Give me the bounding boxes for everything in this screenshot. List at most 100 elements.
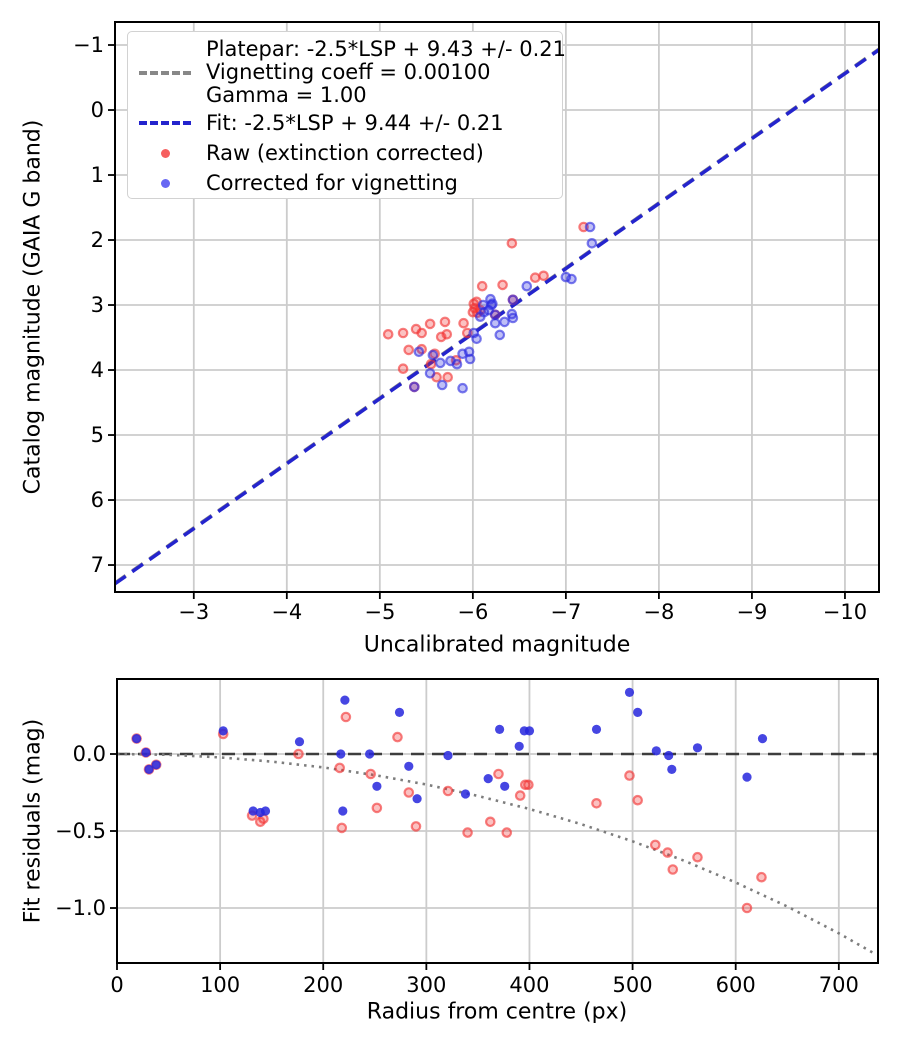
data-point	[662, 847, 673, 858]
data-point	[442, 785, 454, 797]
top-y-axis-label: Catalog magnitude (GAIA G band)	[20, 119, 46, 495]
data-point	[514, 790, 526, 801]
data-point	[365, 749, 375, 759]
data-point	[501, 827, 513, 838]
data-point	[497, 279, 508, 291]
series-line	[116, 752, 876, 955]
fit-dashed-line-icon	[139, 121, 191, 125]
data-point	[416, 327, 427, 339]
legend-platepar-line1: Platepar: -2.5*LSP + 9.43 +/- 0.21	[206, 37, 566, 61]
data-point	[338, 806, 348, 816]
legend-raw-label: Raw (extinction corrected)	[206, 140, 484, 165]
data-point	[462, 827, 473, 838]
x-tick-label: −10	[823, 600, 867, 624]
x-tick-label: −8	[643, 600, 674, 624]
y-tick-label: 5	[91, 423, 104, 447]
legend: Platepar: -2.5*LSP + 9.43 +/- 0.21 Vigne…	[127, 31, 566, 199]
data-point	[756, 871, 767, 883]
data-point	[586, 238, 598, 249]
x-tick-label: −5	[364, 600, 395, 624]
data-point	[451, 358, 463, 370]
data-point	[439, 316, 451, 328]
data-point	[394, 707, 405, 718]
data-point	[141, 747, 151, 758]
x-tick-label: 200	[303, 973, 343, 997]
data-point	[632, 794, 643, 806]
x-tick-label: 600	[716, 973, 756, 997]
data-point	[538, 270, 549, 282]
y-tick-label: 1	[91, 163, 104, 187]
legend-entry-platepar: Platepar: -2.5*LSP + 9.43 +/- 0.21 Vigne…	[128, 37, 566, 108]
data-point	[340, 711, 352, 723]
legend-fit-label: Fit: -2.5*LSP + 9.44 +/- 0.21	[206, 110, 504, 135]
data-point	[477, 299, 489, 311]
data-point	[500, 781, 510, 791]
data-point	[487, 298, 498, 309]
data-point	[392, 731, 403, 743]
data-point	[591, 724, 602, 735]
data-point	[523, 779, 534, 791]
data-point	[692, 851, 703, 863]
data-point	[441, 328, 453, 340]
data-point	[742, 772, 752, 782]
data-point	[566, 273, 577, 285]
data-point	[692, 743, 703, 753]
data-point	[649, 839, 661, 851]
data-point	[584, 221, 596, 233]
x-tick-label: −7	[550, 600, 581, 624]
x-tick-label: −6	[457, 600, 488, 624]
data-point	[514, 741, 524, 751]
legend-platepar-line2: Vignetting coeff = 0.00100	[206, 60, 491, 84]
x-tick-label: −9	[736, 600, 767, 624]
data-point	[424, 367, 436, 379]
y-tick-label: 2	[91, 228, 104, 252]
data-point	[424, 318, 436, 330]
data-point	[624, 770, 635, 781]
legend-entry-fit: Fit: -2.5*LSP + 9.44 +/- 0.21	[128, 108, 562, 138]
x-tick-label: 100	[200, 973, 240, 997]
data-point	[260, 806, 271, 816]
legend-corrected-label: Corrected for vignetting	[206, 170, 458, 195]
data-point	[633, 707, 643, 718]
data-point	[403, 344, 414, 356]
data-point	[403, 787, 415, 798]
data-point	[667, 864, 679, 875]
data-point	[591, 797, 602, 809]
x-tick-label: 0	[110, 973, 123, 997]
data-point	[132, 734, 142, 744]
y-tick-label: −0.5	[55, 819, 106, 843]
data-point	[493, 768, 504, 780]
data-point	[741, 902, 753, 914]
bottom-x-axis-label: Radius from centre (px)	[366, 999, 628, 1025]
data-point	[499, 316, 510, 328]
data-point	[529, 272, 541, 283]
data-point	[218, 726, 228, 736]
x-tick-label: 300	[406, 973, 446, 997]
x-tick-label: −4	[271, 600, 302, 624]
data-point	[458, 317, 469, 329]
data-point	[410, 821, 422, 832]
x-tick-label: 700	[819, 973, 859, 997]
legend-platepar-line3: Gamma = 1.00	[206, 83, 367, 107]
data-point	[144, 764, 154, 775]
data-point	[471, 333, 482, 345]
data-point	[340, 695, 350, 705]
raw-marker-icon	[160, 148, 170, 158]
data-point	[524, 726, 535, 736]
x-tick-label: −3	[178, 600, 209, 624]
data-point	[294, 737, 305, 747]
data-point	[457, 382, 468, 394]
data-point	[506, 308, 518, 320]
y-tick-label: 3	[91, 293, 104, 317]
data-point	[624, 687, 635, 698]
data-point	[334, 762, 345, 774]
x-tick-label: 500	[613, 973, 653, 997]
data-point	[521, 280, 533, 292]
corrected-marker-icon	[160, 178, 170, 188]
data-point	[489, 309, 501, 321]
data-point	[436, 379, 448, 391]
y-tick-label: 4	[91, 358, 104, 382]
data-point	[464, 353, 476, 365]
data-point	[151, 760, 161, 770]
y-tick-label: 6	[91, 488, 104, 512]
